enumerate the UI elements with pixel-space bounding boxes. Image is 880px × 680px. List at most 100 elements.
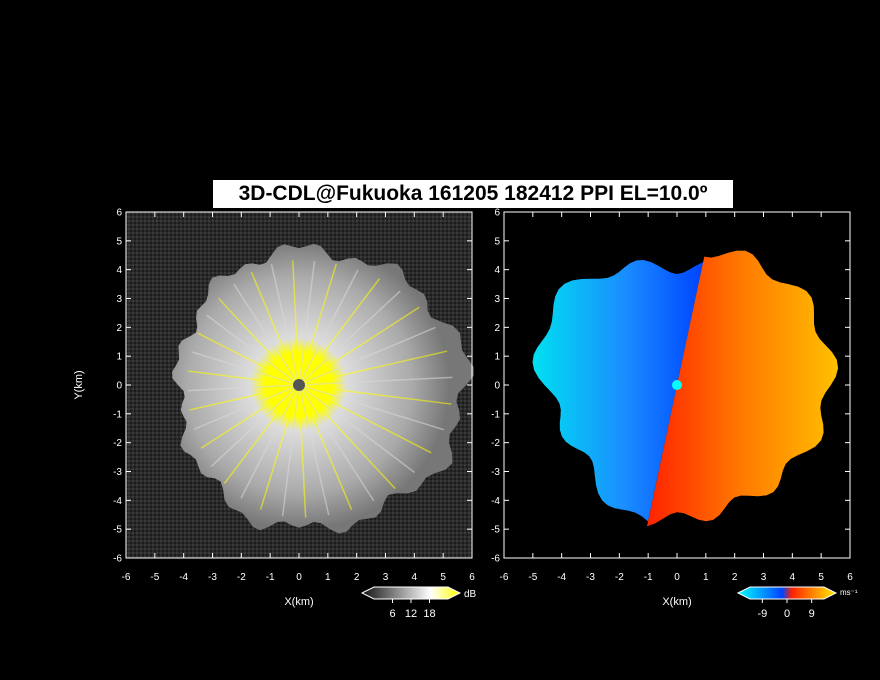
reflectivity-ray	[281, 384, 300, 517]
chart-title: 3D-CDL@Fukuoka 161205 182412 PPI EL=10.0…	[213, 180, 733, 208]
x-tick-label: -4	[557, 572, 566, 583]
reflectivity-ray	[197, 332, 300, 386]
reflectivity-ray	[298, 384, 432, 454]
x-tick-label: -3	[208, 572, 217, 583]
reflectivity-ray	[298, 384, 416, 474]
reflectivity-ray	[188, 370, 300, 386]
colorbar-tick-label: -9	[757, 608, 767, 620]
y-tick-label: -4	[113, 496, 122, 507]
y-axis-label-left: Y(km)	[73, 370, 85, 399]
reflectivity-ray	[233, 283, 300, 386]
reflectivity-ray	[298, 278, 381, 386]
y-tick-label: 1	[116, 352, 122, 363]
reflectivity-ray	[298, 263, 338, 386]
y-tick-label: 1	[494, 352, 500, 363]
y-tick-label: 4	[116, 265, 122, 276]
x-tick-label: -1	[266, 572, 275, 583]
velocity-receding	[647, 250, 839, 527]
y-tick-label: -4	[491, 496, 500, 507]
reflectivity-ray	[298, 260, 316, 386]
y-tick-label: 2	[116, 323, 122, 334]
y-tick-label: 6	[494, 208, 500, 219]
x-tick-label: 5	[818, 572, 824, 583]
reflectivity-ray	[218, 298, 300, 386]
x-tick-label: 6	[469, 572, 475, 583]
reflectivity-ray	[298, 384, 353, 510]
reflectivity-ray	[298, 384, 452, 405]
x-axis-label-right: X(km)	[662, 596, 691, 608]
x-tick-label: 4	[412, 572, 418, 583]
y-tick-label: -6	[491, 554, 500, 565]
reflectivity-ray	[270, 264, 300, 386]
reflectivity-ray	[193, 384, 300, 430]
colorbar-tick-label: 0	[784, 608, 790, 620]
reflectivity-ray	[298, 384, 375, 502]
reflectivity-ray	[240, 384, 300, 499]
x-tick-label: 1	[325, 572, 331, 583]
reflectivity-ray	[298, 384, 307, 518]
velocity-colorbar: -9 0 9 ms⁻¹	[736, 586, 858, 620]
reflectivity-ray	[191, 351, 300, 386]
reflectivity-ray	[210, 384, 300, 468]
x-tick-label: -5	[150, 572, 159, 583]
y-tick-label: -3	[491, 467, 500, 478]
y-tick-label: -5	[491, 525, 500, 536]
reflectivity-ray	[298, 306, 420, 386]
y-tick-label: -1	[491, 409, 500, 420]
x-tick-label: -6	[500, 572, 509, 583]
reflectivity-ray	[298, 350, 448, 386]
reflectivity-ray	[200, 384, 300, 449]
velocity-colorbar-unit: ms⁻¹	[840, 588, 858, 597]
x-tick-label: -2	[237, 572, 246, 583]
velocity-approaching	[532, 260, 704, 522]
y-tick-label: 0	[116, 381, 122, 392]
y-tick-label: -1	[113, 409, 122, 420]
velocity-axes: -6 -5 -4 -3 -2 -1 0 1 2 3 4 5 6 -6 -5 -4 -3 -2 -1 0 1 2 3 4 5 6	[491, 208, 853, 584]
reflectivity-ray	[298, 269, 359, 386]
reflectivity-ray	[250, 271, 300, 386]
y-tick-label: -3	[113, 467, 122, 478]
radar-site-right	[672, 380, 682, 390]
reflectivity-ray	[298, 326, 436, 386]
x-tick-label: 2	[732, 572, 738, 583]
x-tick-label: 5	[440, 572, 446, 583]
reflectivity-ray	[187, 384, 300, 392]
colorbar-tick-label: 6	[389, 608, 395, 620]
y-tick-label: 0	[494, 381, 500, 392]
x-tick-label: -1	[644, 572, 653, 583]
reflectivity-ray	[206, 314, 300, 386]
reflectivity-ray	[298, 290, 401, 386]
reflectivity-panel: -6 -5 -4 -3 -2 -1 0 1 2 3 4 5 6 -6 -5 -4 -3 -2 -1 0 1 2 3 4 5 6	[113, 208, 475, 584]
colorbar-tick-label: 18	[423, 608, 435, 620]
x-tick-label: -2	[615, 572, 624, 583]
y-tick-label: -5	[113, 525, 122, 536]
x-tick-label: 2	[354, 572, 360, 583]
reflectivity-rays	[187, 260, 453, 518]
y-tick-label: -2	[491, 438, 500, 449]
y-tick-label: 4	[494, 265, 500, 276]
x-tick-label: 6	[847, 572, 853, 583]
y-tick-label: -2	[113, 438, 122, 449]
x-tick-label: 4	[790, 572, 796, 583]
reflectivity-ray	[298, 384, 445, 431]
reflectivity-colorbar-unit: dB	[464, 589, 477, 600]
y-tick-label: 3	[116, 294, 122, 305]
reflectivity-axes: -6 -5 -4 -3 -2 -1 0 1 2 3 4 5 6 -6 -5 -4 -3 -2 -1 0 1 2 3 4 5 6	[113, 208, 475, 584]
y-tick-label: 6	[116, 208, 122, 219]
reflectivity-ray	[189, 384, 300, 411]
y-tick-label: 5	[116, 236, 122, 247]
reflectivity-ray	[259, 384, 300, 510]
reflectivity-ray	[292, 260, 300, 386]
reflectivity-ray	[223, 384, 300, 484]
x-tick-label: -4	[179, 572, 188, 583]
x-tick-label: -3	[586, 572, 595, 583]
x-tick-label: 1	[703, 572, 709, 583]
y-tick-label: -6	[113, 554, 122, 565]
x-tick-label: 0	[674, 572, 680, 583]
x-tick-label: -5	[528, 572, 537, 583]
colorbar-tick-label: 12	[405, 608, 417, 620]
x-tick-label: 3	[761, 572, 767, 583]
radar-site-left	[293, 379, 305, 391]
y-tick-label: 5	[494, 236, 500, 247]
